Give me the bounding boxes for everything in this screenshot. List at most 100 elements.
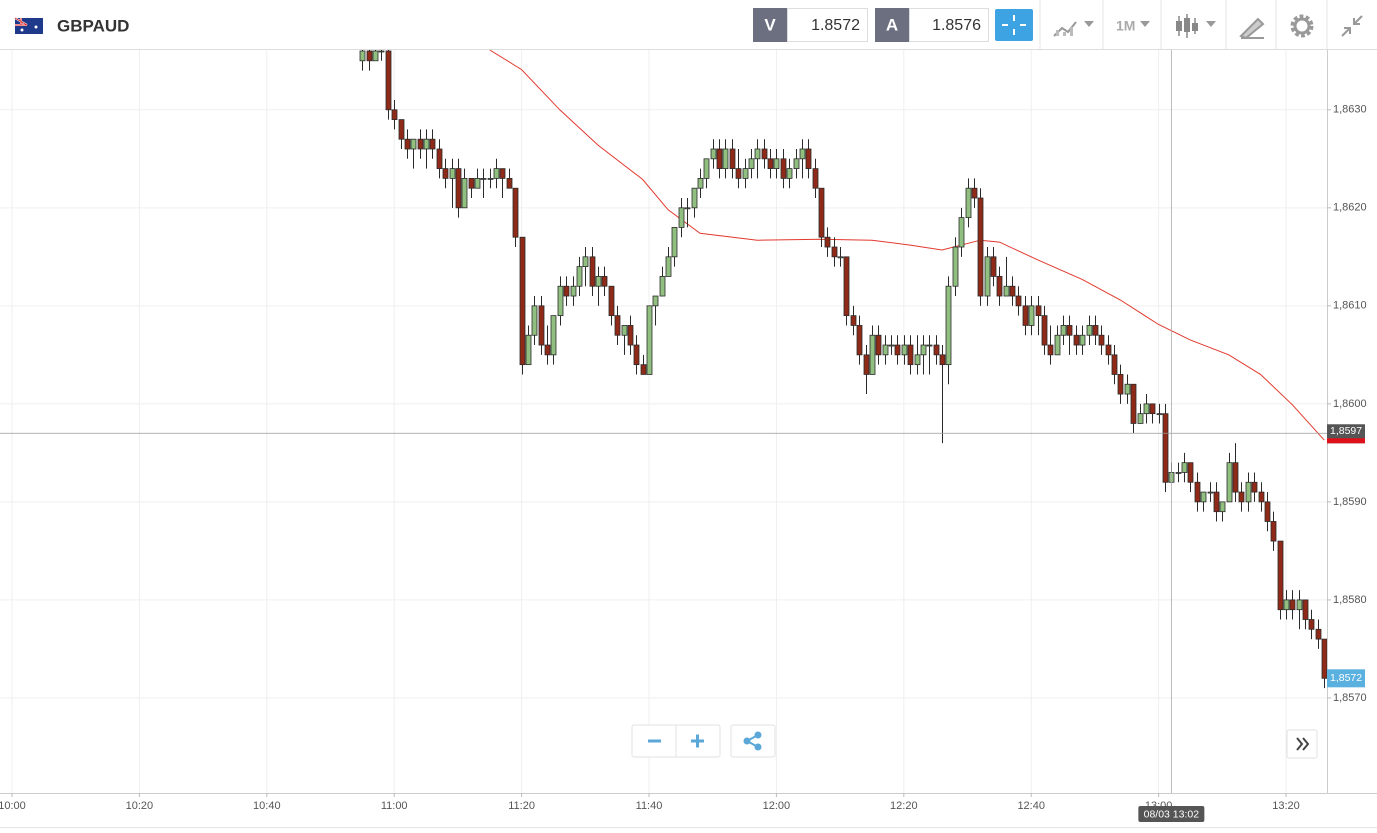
candle-body	[614, 315, 621, 336]
bid-box[interactable]	[787, 8, 868, 42]
candle-body	[926, 344, 933, 347]
period-arrow	[1140, 21, 1150, 27]
candle-body	[442, 168, 449, 179]
collapse-button[interactable]	[1341, 15, 1363, 37]
candle-body	[697, 178, 704, 189]
candle-body	[1073, 334, 1080, 346]
candle-body	[1296, 599, 1303, 611]
candle-body	[601, 276, 608, 287]
candle-body	[461, 178, 468, 209]
candle-body	[1066, 325, 1073, 336]
candle-body	[550, 315, 557, 356]
y-tick-label: 1,8590	[1333, 496, 1367, 508]
last-price-label: 1,8572	[1330, 672, 1362, 684]
candle-body	[914, 354, 921, 366]
candle-body	[1277, 540, 1284, 611]
candle-body	[1302, 599, 1309, 620]
scroll-to-end-button[interactable]	[1286, 729, 1318, 759]
y-tick-label: 1,8630	[1333, 104, 1367, 116]
candle-body	[563, 285, 570, 297]
candle-body	[1251, 481, 1258, 493]
share-button[interactable]	[730, 724, 776, 758]
candle-body	[1143, 403, 1150, 415]
candle-body	[907, 344, 914, 366]
bid-tag[interactable]	[753, 8, 787, 42]
candle-body	[1022, 305, 1029, 326]
candle-body	[1105, 344, 1112, 356]
candle-body	[1200, 491, 1207, 503]
zoom-controls	[631, 724, 776, 758]
candle-body	[754, 148, 761, 160]
x-tick-label: 10:20	[126, 800, 154, 812]
candle-body	[805, 148, 812, 170]
candle-body	[404, 138, 411, 150]
candle-body	[965, 187, 972, 219]
candle-body	[786, 168, 793, 179]
candle-body	[901, 344, 908, 356]
chart-type-button[interactable]	[1053, 21, 1094, 37]
candle-body	[1175, 472, 1182, 474]
candle-body	[1283, 599, 1290, 611]
candle-body	[1117, 374, 1124, 395]
candle-body	[570, 285, 577, 297]
symbol: GBPAUD	[57, 16, 129, 35]
x-tick-label: 10:00	[0, 800, 26, 812]
x-tick-label: 10:40	[253, 800, 281, 812]
header-bar	[0, 0, 1377, 50]
candle-body	[818, 187, 825, 238]
settings-button[interactable]	[1290, 14, 1314, 38]
candle-body	[971, 187, 978, 199]
draw-button[interactable]	[1239, 17, 1265, 40]
candle-body	[455, 168, 462, 209]
candle-body	[1086, 325, 1093, 336]
candle-body	[729, 148, 736, 170]
period[interactable]: 1M	[1116, 18, 1135, 34]
candle-body	[468, 178, 475, 189]
candle-body	[678, 207, 685, 228]
x-tick-label: 12:20	[890, 800, 918, 812]
candle-body	[742, 168, 749, 179]
bid-label: V	[764, 15, 776, 34]
candle-body	[824, 236, 831, 248]
candle-body	[869, 334, 876, 375]
candle-body	[449, 168, 456, 179]
candle-body	[671, 227, 678, 258]
zoom-in-button[interactable]	[691, 734, 704, 748]
candle-body	[1219, 501, 1226, 513]
candle-body	[538, 305, 545, 346]
candle-body	[1149, 403, 1156, 415]
ask-box[interactable]	[909, 8, 989, 42]
candle-body	[831, 246, 838, 258]
candle-body	[939, 354, 946, 366]
candle-body	[722, 148, 729, 170]
candle-body	[531, 305, 538, 336]
candle-style-button[interactable]	[1176, 14, 1216, 38]
candle-body	[1130, 383, 1137, 424]
candle-body	[1321, 638, 1327, 679]
candle-body	[996, 276, 1003, 297]
candle-body	[493, 168, 500, 179]
candle-body	[474, 178, 481, 189]
candle-body	[410, 138, 417, 150]
ask-tag[interactable]	[875, 8, 909, 42]
y-tick-label: 1,8580	[1333, 594, 1367, 606]
candle-body	[1111, 354, 1118, 375]
candle-body	[512, 187, 519, 238]
candle-body	[480, 178, 487, 180]
candle-body	[875, 334, 882, 356]
candle-body	[863, 354, 870, 375]
candle-body	[1315, 628, 1322, 640]
candle-body	[1060, 325, 1067, 336]
candle-body	[716, 148, 723, 170]
candle-body	[735, 168, 742, 179]
candle-body	[1041, 315, 1048, 346]
candle-body	[1207, 491, 1214, 494]
candle-body	[933, 344, 940, 356]
candle-body	[837, 256, 844, 259]
candle-body	[417, 138, 424, 150]
crosshair-button[interactable]	[995, 9, 1033, 41]
candle-body	[1308, 619, 1315, 630]
candle-body	[652, 295, 659, 307]
